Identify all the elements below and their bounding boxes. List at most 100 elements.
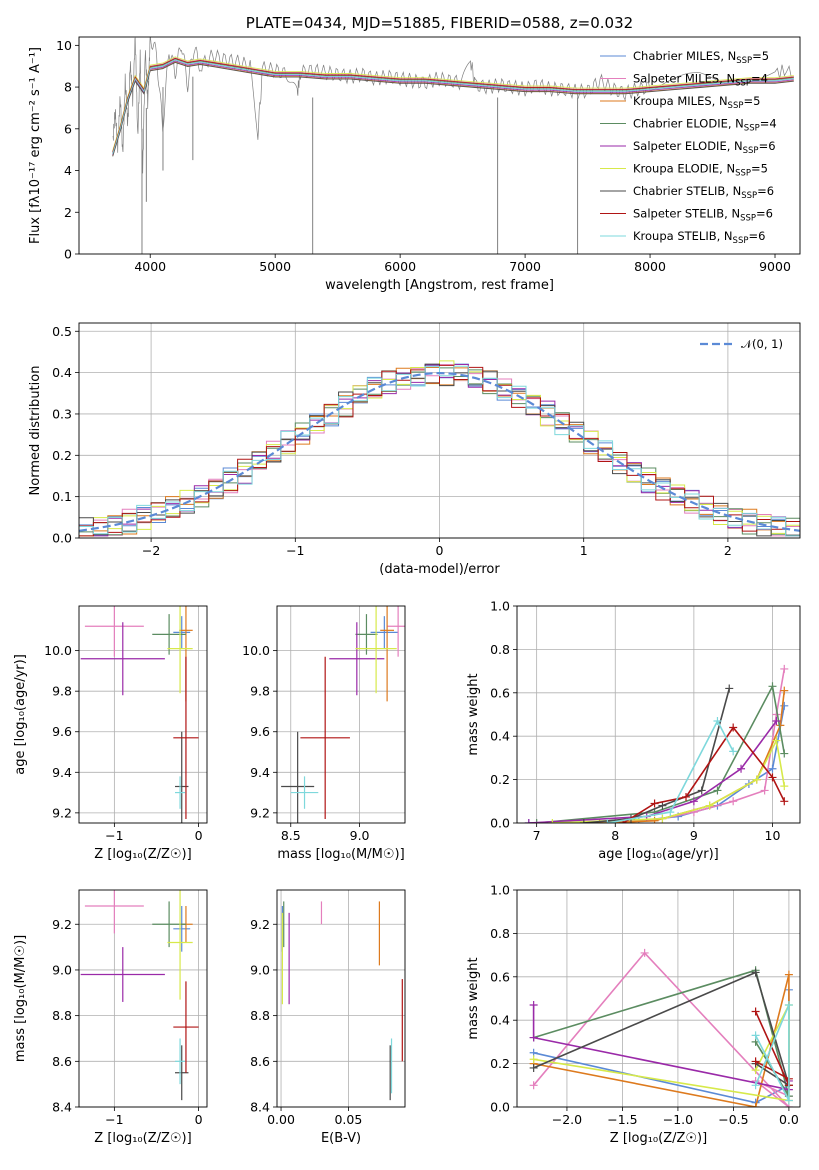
legend-entry: Kroupa STELIB, NSSP=6 — [633, 229, 765, 246]
weight-marker — [768, 764, 777, 773]
spectrum-frame — [78, 36, 801, 255]
spectrum-xtick-label: 9000 — [759, 259, 791, 274]
residuals-frame — [78, 322, 801, 539]
age-vs-mass-ytick-label: 9.8 — [250, 684, 270, 699]
mass-vs-ebv-ytick-label: 8.4 — [250, 1100, 270, 1115]
age-vs-Z-ylabel: age [log₁₀(age/yr)] — [13, 654, 28, 775]
weight-marker — [780, 664, 789, 673]
weight-line — [615, 668, 786, 823]
weight-line — [533, 989, 790, 1104]
age-vs-Z-ytick-label: 9.2 — [52, 805, 72, 820]
weight-marker — [682, 792, 691, 801]
weight-line — [533, 971, 791, 1088]
mass-vs-ebv-xtick-label: 0.05 — [334, 1112, 362, 1127]
weight-marker — [689, 797, 698, 806]
legend-entry: Chabrier MILES, NSSP=5 — [633, 49, 769, 66]
residuals-xlabel: (data-model)/error — [379, 562, 500, 577]
normal-legend-label: 𝒩(0, 1) — [741, 337, 783, 351]
weight-marker — [751, 968, 760, 977]
legend-entry: Salpeter STELIB, NSSP=6 — [633, 207, 773, 224]
spectrum-plot — [112, 37, 794, 254]
weight-line — [533, 969, 790, 1097]
age-vs-Z-plot — [80, 606, 199, 823]
weight-vs-Z: −2.0 −1.5 −1.0 −0.5 0.0 0.0 0.2 0.4 0.6 0.8 1.0 Z [… — [466, 883, 801, 1146]
mass-vs-ebv: 0.00 0.05 8.4 8.6 8.8 9.0 9.2 E(B-V) — [250, 889, 406, 1146]
residuals-ytick-label: 0.1 — [52, 489, 72, 504]
mass-vs-Z-plot — [80, 890, 199, 1101]
weight-marker — [729, 797, 738, 806]
spectrum-model-line — [112, 57, 794, 153]
legend-entry: Chabrier ELODIE, NSSP=4 — [633, 117, 777, 134]
weight-marker — [529, 1063, 538, 1072]
age-vs-mass-xtick-label: 9.0 — [350, 828, 370, 843]
weight-marker — [529, 1033, 538, 1042]
weight-marker — [752, 775, 761, 784]
spectrum-model-line — [112, 62, 794, 157]
weight-marker — [658, 801, 667, 810]
weight-vs-age-plot — [524, 664, 789, 823]
weight-marker — [713, 717, 722, 726]
spectrum-ytick-label: 2 — [64, 205, 72, 220]
residuals: −2 −1 0 1 2 0.0 0.1 0.2 0.3 0.4 0.5 (data-model)/er… — [28, 322, 801, 577]
weight-vs-age-xtick-label: 9 — [690, 828, 698, 843]
weight-marker — [780, 686, 789, 695]
residuals-xtick-label: 0 — [436, 543, 444, 558]
mass-vs-ebv-plot — [281, 901, 403, 1101]
weight-marker — [751, 1103, 760, 1107]
age-vs-Z-xtick-label: 0 — [195, 828, 203, 843]
legend-entry: Kroupa MILES, NSSP=5 — [633, 94, 760, 111]
normal-curve — [79, 371, 800, 532]
legend-entry: Salpeter MILES, NSSP=4 — [633, 72, 768, 89]
mass-vs-Z: −1 0 8.4 8.6 8.8 9.0 9.2 Z [log₁₀(Z/Z☉)] mass [l… — [13, 889, 208, 1146]
weight-vs-Z-plot — [529, 948, 793, 1107]
weight-marker — [768, 773, 777, 782]
weight-vs-Z-xtick-label: −1.5 — [607, 1112, 637, 1127]
weight-marker — [705, 801, 714, 810]
weight-marker — [697, 786, 706, 795]
weight-marker — [579, 819, 588, 823]
spectrum-xtick-label: 4000 — [134, 259, 166, 274]
weight-marker — [768, 682, 777, 691]
spectrum-xtick-label: 7000 — [509, 259, 541, 274]
mass-vs-Z-ylabel: mass [log₁₀(M/M☉)] — [13, 935, 28, 1062]
spectrum-ytick-label: 8 — [64, 80, 72, 95]
residuals-xtick-label: −2 — [142, 543, 160, 558]
spectrum-model-line — [112, 60, 794, 156]
age-vs-mass-ytick-label: 9.2 — [250, 805, 270, 820]
weight-marker — [760, 786, 769, 795]
weight-vs-age-ytick-label: 0.4 — [490, 729, 510, 744]
mass-vs-Z-ytick-label: 9.0 — [52, 962, 72, 977]
weight-marker — [650, 816, 659, 823]
age-vs-mass-ytick-label: 10.0 — [242, 643, 270, 658]
residuals-ytick-label: 0.2 — [52, 448, 72, 463]
weight-vs-age-xtick-label: 7 — [533, 828, 541, 843]
weight-vs-Z-xtick-label: −0.5 — [718, 1112, 748, 1127]
weight-marker — [713, 786, 722, 795]
legend-entry: Kroupa ELODIE, NSSP=5 — [633, 162, 768, 179]
age-vs-Z-ytick-label: 9.4 — [52, 765, 72, 780]
residuals-xtick-label: 1 — [580, 543, 588, 558]
weight-vs-Z-ytick-label: 0.2 — [490, 1056, 510, 1071]
weight-marker — [658, 814, 667, 823]
weight-vs-Z-xtick-label: 0.0 — [779, 1112, 799, 1127]
legend-entry: Salpeter ELODIE, NSSP=6 — [633, 139, 776, 156]
weight-vs-age-ytick-label: 0.8 — [490, 642, 510, 657]
mass-vs-Z-ytick-label: 8.6 — [52, 1054, 72, 1069]
weight-marker — [524, 819, 533, 823]
age-vs-Z-xlabel: Z [log₁₀(Z/Z☉)] — [94, 847, 191, 862]
weight-marker — [666, 808, 675, 817]
mass-vs-Z-xtick-label: −1 — [105, 1112, 123, 1127]
weight-vs-age-ytick-label: 0.6 — [490, 685, 510, 700]
weight-line — [533, 1004, 790, 1102]
age-vs-mass-ytick-label: 9.4 — [250, 765, 270, 780]
residual-histogram — [79, 365, 800, 538]
mass-vs-Z-ytick-label: 8.8 — [52, 1008, 72, 1023]
weight-marker — [751, 1081, 760, 1090]
weight-marker — [729, 747, 738, 756]
age-vs-mass-ytick-label: 9.6 — [250, 724, 270, 739]
weight-marker — [780, 782, 789, 791]
weight-vs-Z-ytick-label: 1.0 — [490, 883, 510, 898]
weight-marker — [532, 819, 541, 823]
weight-marker — [784, 970, 793, 979]
weight-marker — [784, 1001, 793, 1010]
